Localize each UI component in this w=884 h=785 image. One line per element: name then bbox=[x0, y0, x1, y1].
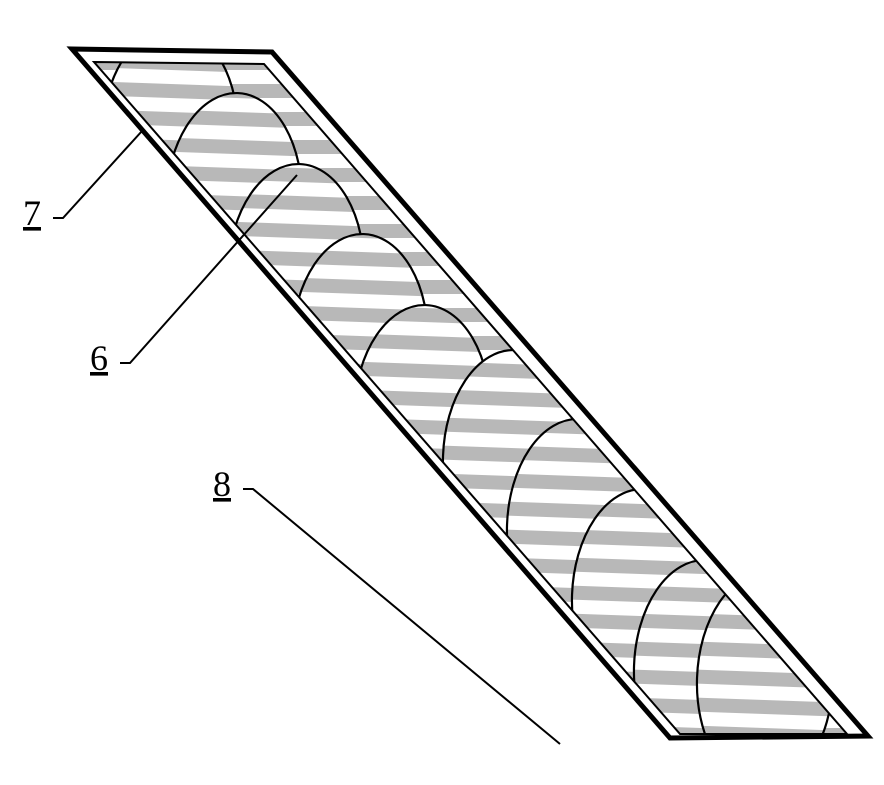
label-7: 7 bbox=[23, 193, 41, 233]
label-6: 6 bbox=[90, 338, 108, 378]
label-8: 8 bbox=[213, 464, 231, 504]
leader-7 bbox=[53, 131, 142, 218]
